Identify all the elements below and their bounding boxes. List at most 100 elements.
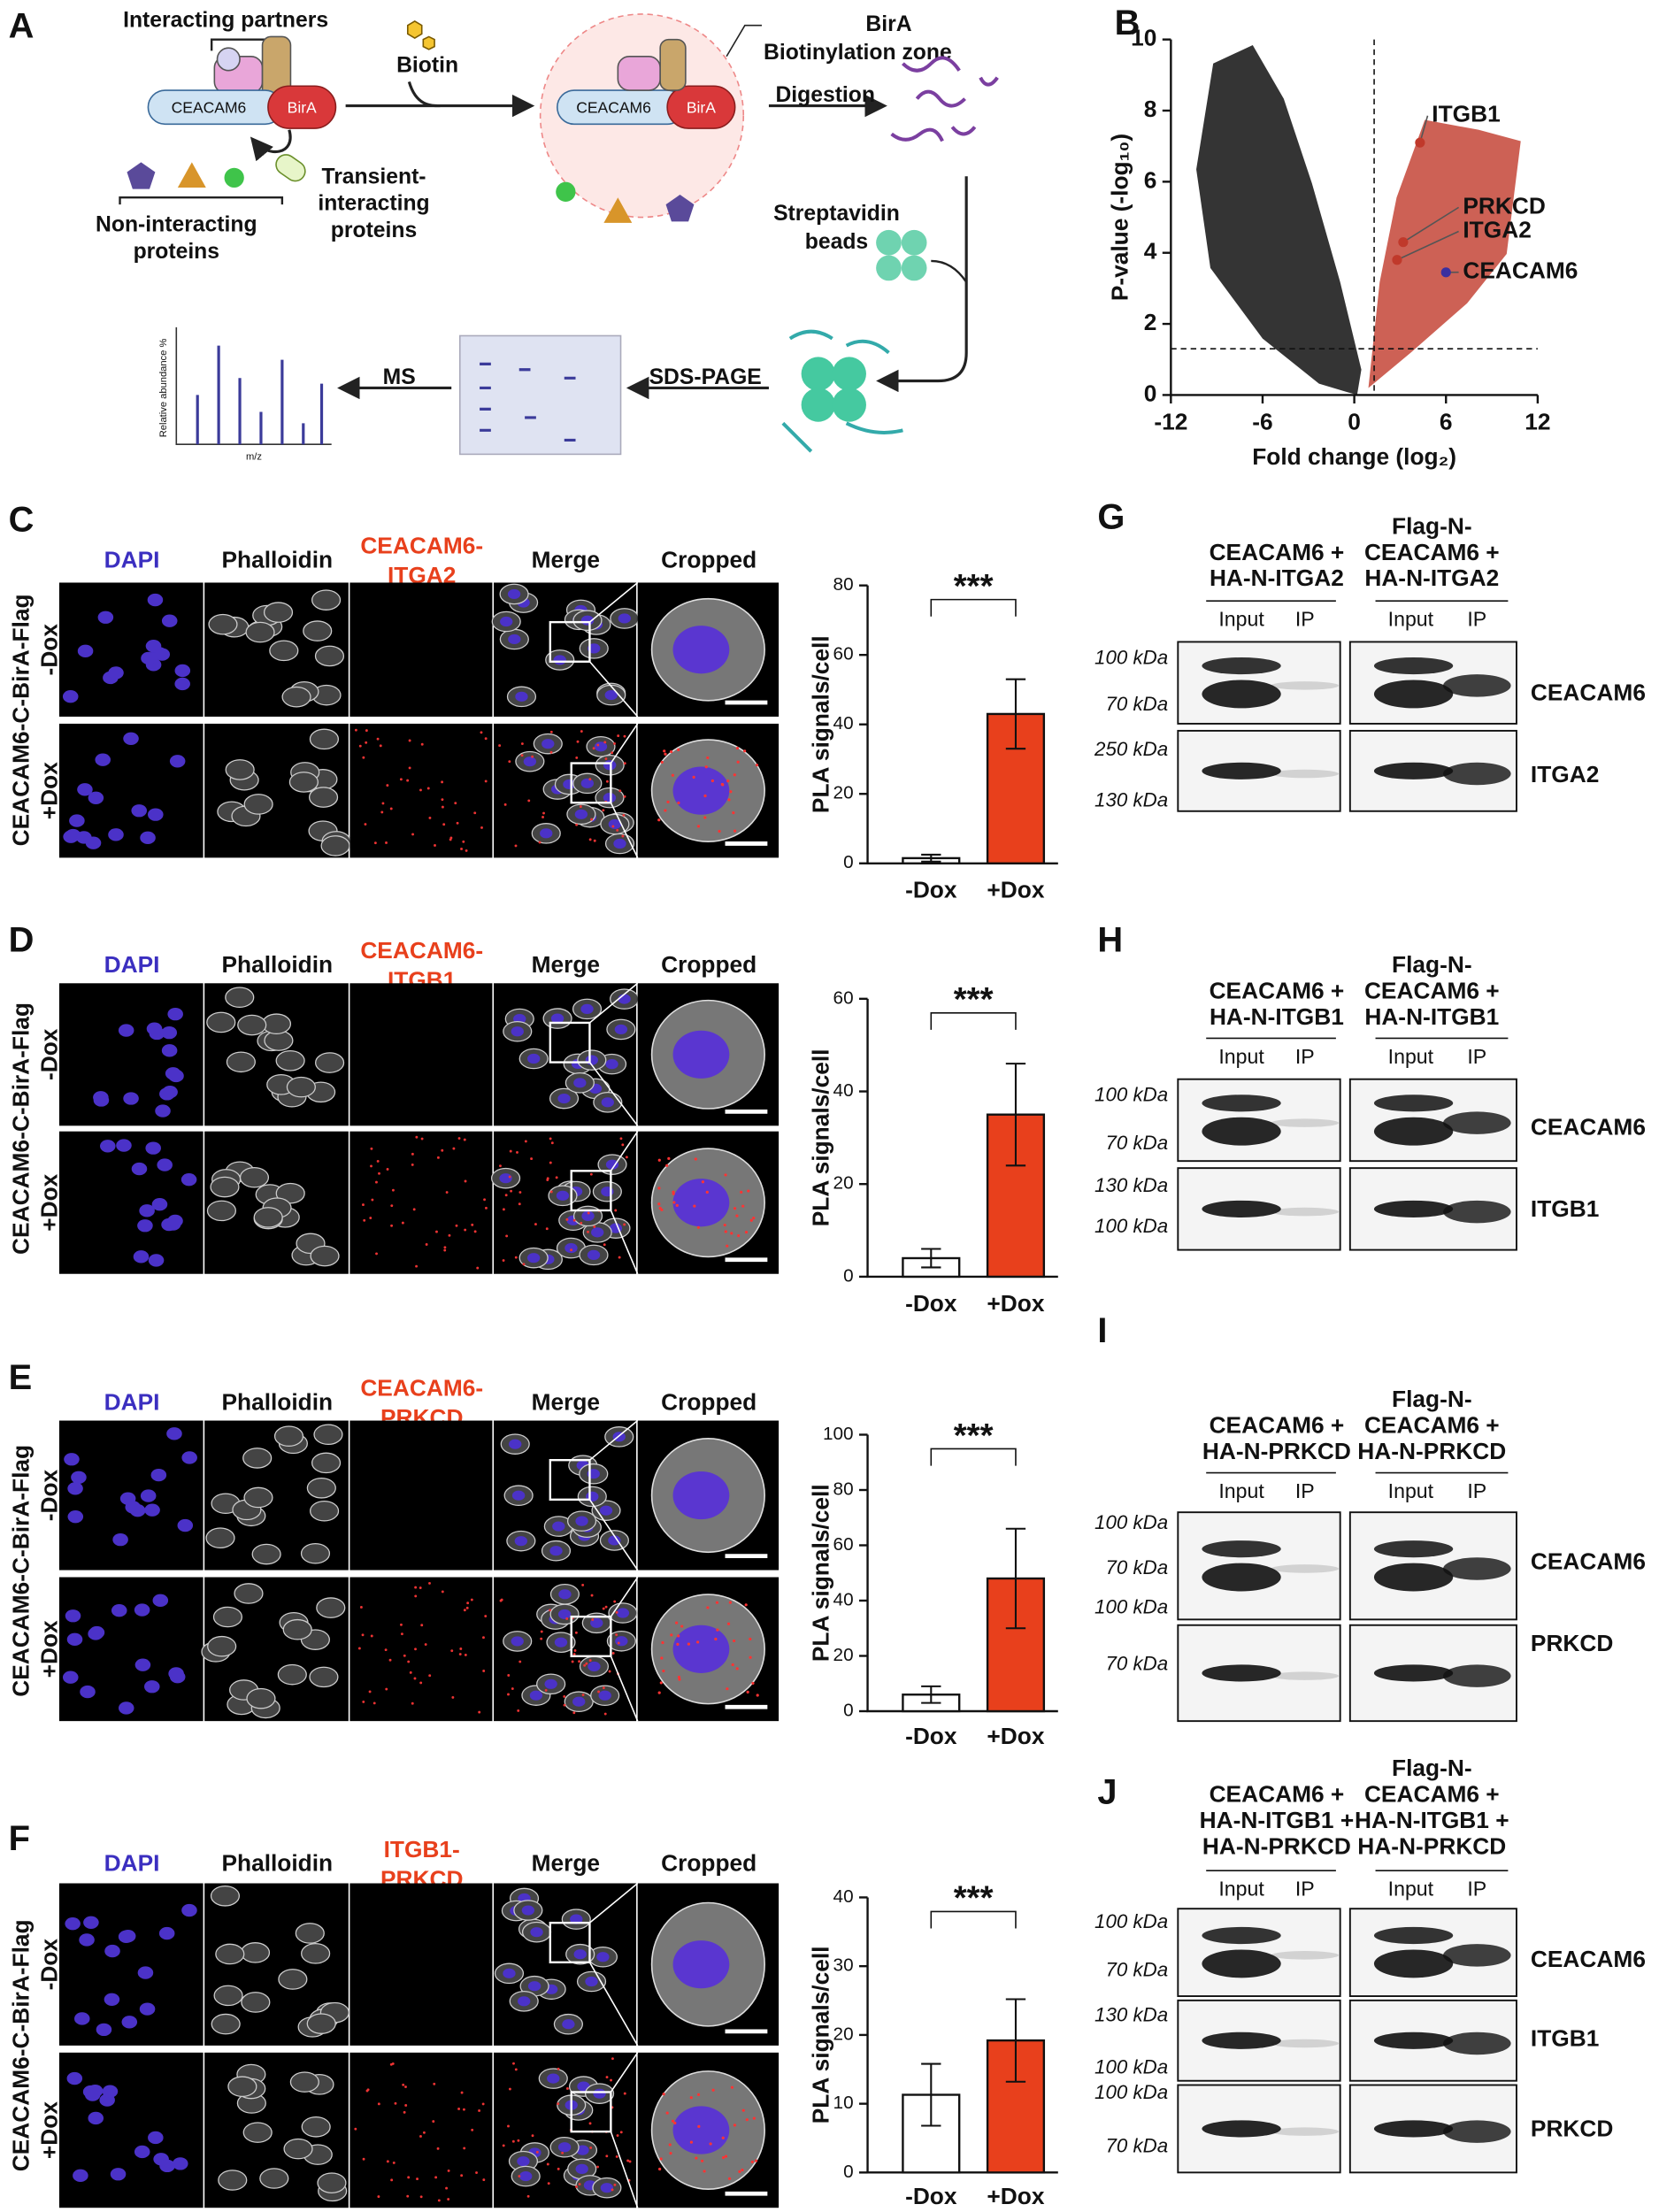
nucleus <box>83 1916 99 1929</box>
signal <box>581 1694 585 1696</box>
signal <box>370 1634 373 1638</box>
signal <box>589 1172 593 1176</box>
signal <box>463 1138 466 1141</box>
cell <box>218 2170 248 2191</box>
column-header: Phalloidin <box>221 1388 333 1415</box>
signal <box>751 1681 755 1686</box>
nucleus <box>125 1501 142 1514</box>
signal <box>386 2160 389 2163</box>
signal <box>696 1640 700 1644</box>
nucleus <box>112 1532 128 1547</box>
signal <box>464 1228 467 1232</box>
micrograph <box>349 1577 493 1722</box>
label: CEACAM6 <box>576 98 651 116</box>
error-bar <box>1005 678 1026 750</box>
signal <box>413 1677 417 1680</box>
micrograph <box>349 1883 493 2046</box>
signal <box>442 823 446 826</box>
x-tick-label: +Dox <box>987 1723 1044 1749</box>
signal <box>473 811 477 815</box>
signal <box>603 1243 606 1247</box>
signal <box>365 729 368 733</box>
band <box>1271 1207 1340 1217</box>
signal <box>689 2140 694 2144</box>
signal <box>741 1204 745 1208</box>
signal <box>463 2147 466 2150</box>
signal <box>721 2155 726 2160</box>
nucleus <box>99 1140 116 1153</box>
highlight-point <box>1392 255 1402 265</box>
panel-label: F <box>9 1819 30 1858</box>
label: proteins <box>134 240 219 264</box>
nucleus <box>527 1053 541 1064</box>
cell <box>288 772 319 793</box>
lane-header: HA-N-ITGA2 <box>1364 565 1499 591</box>
cell <box>241 1992 271 2013</box>
signal <box>385 1687 388 1691</box>
column-header: ITGB1- <box>384 1836 460 1863</box>
annotation: PRKCD <box>1463 192 1546 219</box>
signal <box>578 1660 581 1663</box>
signal <box>678 1678 681 1681</box>
cell <box>243 794 273 815</box>
signal <box>603 1712 607 1716</box>
protein-label: ITGB1 <box>1531 1195 1599 1222</box>
signal <box>502 1259 505 1262</box>
signal <box>721 2136 725 2139</box>
signal <box>724 1230 727 1233</box>
cell <box>206 1200 237 1222</box>
micrograph <box>58 1420 204 1571</box>
nucleus <box>140 1489 157 1502</box>
nucleus <box>62 690 79 703</box>
signal <box>613 741 616 745</box>
label: Digestion <box>775 83 875 107</box>
signal <box>550 1141 554 1145</box>
signal <box>425 1243 428 1246</box>
nucleus <box>181 1451 197 1464</box>
label: Non-interacting <box>96 213 257 237</box>
signal <box>370 1147 373 1150</box>
nucleus <box>131 1162 148 1176</box>
signal <box>419 1681 423 1685</box>
signal <box>736 760 740 764</box>
signal <box>588 838 592 841</box>
row-title: CEACAM6-C-BirA-Flag <box>7 1002 34 1255</box>
signal <box>726 1687 729 1691</box>
column-header: CEACAM6- <box>360 533 483 559</box>
cell <box>289 2071 319 2093</box>
row-label: -Dox <box>35 1469 62 1521</box>
nucleus <box>591 1227 604 1238</box>
signal <box>400 1632 403 1636</box>
signal <box>585 1662 588 1665</box>
signal <box>590 818 594 821</box>
signal <box>703 2170 706 2173</box>
nucleus <box>79 1933 95 1947</box>
signal <box>671 2119 675 2123</box>
signal <box>669 2152 672 2155</box>
signal <box>583 1663 587 1667</box>
nucleus <box>111 1604 127 1617</box>
mw-marker: 70 kDa <box>1105 1556 1168 1578</box>
band <box>1443 1111 1511 1134</box>
signal <box>696 1225 700 1229</box>
signal <box>473 1230 477 1233</box>
peptides <box>781 329 903 453</box>
y-axis-title: PLA signals/cell <box>807 635 833 813</box>
signal <box>424 1643 427 1646</box>
signal <box>502 2144 505 2147</box>
signal <box>619 1137 623 1141</box>
signal <box>578 2183 581 2185</box>
lane-label: Input <box>1218 608 1264 631</box>
y-axis-title: PLA signals/cell <box>807 1049 833 1227</box>
signal <box>623 795 626 798</box>
signal <box>596 2165 599 2169</box>
x-tick-label: 6 <box>1440 408 1453 434</box>
label: Transient- <box>321 165 426 188</box>
signal <box>433 2082 436 2085</box>
signal <box>406 779 410 782</box>
image-bg <box>349 1131 493 1274</box>
cell <box>246 1687 276 1709</box>
signal <box>706 1606 710 1609</box>
nucleus <box>672 626 730 674</box>
signal <box>611 825 615 828</box>
